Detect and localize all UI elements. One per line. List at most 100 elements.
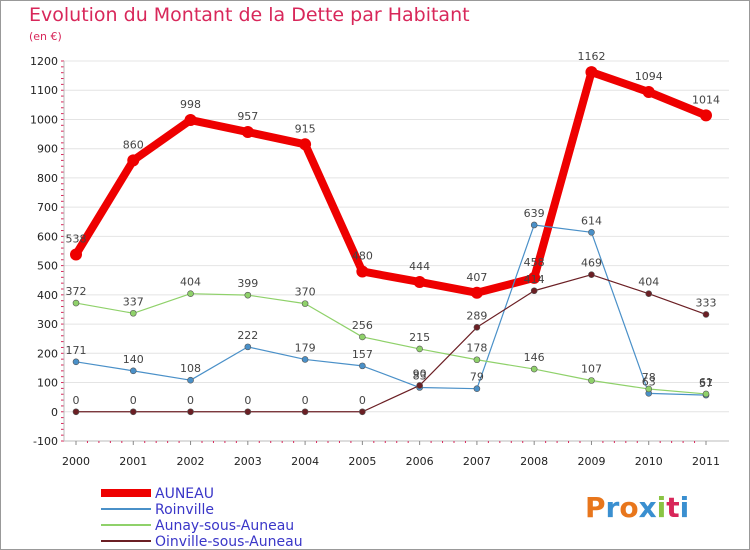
series-line-aunay-sous-auneau <box>75 293 707 395</box>
y-tick-label: 600 <box>37 230 58 243</box>
data-label: 407 <box>466 271 487 284</box>
data-point <box>187 290 194 297</box>
data-point <box>416 382 423 389</box>
data-label: 404 <box>638 276 659 289</box>
data-point <box>588 377 595 384</box>
y-tick-label: 400 <box>37 289 58 302</box>
data-label: 171 <box>66 344 87 357</box>
y-tick-label: 0 <box>51 406 58 419</box>
data-label: 337 <box>123 295 144 308</box>
data-point <box>72 408 80 416</box>
data-point <box>645 385 653 393</box>
x-tick-label: 2007 <box>463 455 491 468</box>
data-point <box>244 343 252 351</box>
data-point <box>72 358 80 366</box>
data-label: 179 <box>295 341 316 354</box>
x-tick-label: 2010 <box>635 455 663 468</box>
y-tick-label: 1100 <box>30 84 58 97</box>
data-point <box>585 66 598 79</box>
data-label: 90 <box>413 367 427 380</box>
data-label: 61 <box>699 376 713 389</box>
data-label: 957 <box>237 110 258 123</box>
data-label: 414 <box>524 273 545 286</box>
data-label: 639 <box>524 207 545 220</box>
x-tick-label: 2009 <box>577 455 605 468</box>
data-point <box>301 356 309 363</box>
y-tick-label: 300 <box>37 318 58 331</box>
data-label: 1014 <box>692 93 720 106</box>
data-point <box>129 367 137 375</box>
data-label: 399 <box>237 277 258 290</box>
data-label: 333 <box>696 296 717 309</box>
data-label: 222 <box>237 329 258 342</box>
data-point <box>528 271 541 284</box>
data-label: 215 <box>409 331 430 344</box>
x-tick-label: 2001 <box>119 455 147 468</box>
data-point <box>530 287 538 295</box>
y-tick-label: 200 <box>37 347 58 360</box>
data-point <box>301 300 309 307</box>
data-label: 0 <box>130 394 137 407</box>
data-label: 538 <box>66 233 87 246</box>
data-point <box>127 154 140 167</box>
logo-letter: P <box>585 491 606 524</box>
data-point <box>473 385 481 392</box>
y-tick-label: 900 <box>37 143 58 156</box>
data-point <box>530 365 538 373</box>
data-label: 289 <box>466 309 487 322</box>
x-tick-label: 2005 <box>348 455 376 468</box>
data-label: 256 <box>352 319 373 332</box>
data-point <box>642 85 655 98</box>
y-tick-label: 500 <box>37 260 58 273</box>
data-label: 79 <box>470 371 484 384</box>
data-label: 0 <box>187 394 194 407</box>
logo-letter: x <box>638 491 657 524</box>
data-label: 444 <box>409 260 430 273</box>
data-label: 480 <box>352 249 373 262</box>
logo-letter: o <box>619 491 639 524</box>
legend-label: Roinville <box>155 502 214 518</box>
y-tick-label: 1000 <box>30 113 58 126</box>
data-label: 83 <box>413 370 427 383</box>
logo-letter: t <box>666 491 680 524</box>
data-point <box>244 408 252 416</box>
data-point <box>702 311 710 318</box>
data-point <box>299 138 312 151</box>
legend-label: AUNEAU <box>155 486 214 502</box>
data-point <box>70 248 82 261</box>
legend-label: Oinville-sous-Auneau <box>155 534 303 549</box>
y-tick-label: 1200 <box>30 55 58 68</box>
data-point <box>184 114 197 127</box>
logo-letter: i <box>679 491 690 524</box>
plot-area <box>64 61 729 441</box>
x-tick-label: 2004 <box>291 455 319 468</box>
data-point <box>473 323 481 331</box>
data-label: 998 <box>180 98 201 111</box>
y-tick-label: 700 <box>37 201 58 214</box>
data-point <box>356 265 369 278</box>
x-tick-label: 2011 <box>692 455 720 468</box>
x-tick-label: 2003 <box>234 455 262 468</box>
legend-label: Aunay-sous-Auneau <box>155 518 294 534</box>
data-label: 146 <box>524 351 545 364</box>
data-point <box>241 126 254 139</box>
data-label: 78 <box>642 371 656 384</box>
data-point <box>72 299 80 307</box>
data-label: 0 <box>244 394 251 407</box>
data-point <box>700 109 712 122</box>
data-point <box>359 362 366 370</box>
data-label: 404 <box>180 276 201 289</box>
logo-letter: i <box>656 491 667 524</box>
data-label: 1094 <box>635 70 663 83</box>
data-label: 372 <box>66 285 87 298</box>
data-label: 157 <box>352 348 373 361</box>
data-label: 57 <box>699 377 713 390</box>
data-point <box>187 376 194 384</box>
x-tick-label: 2000 <box>62 455 90 468</box>
data-point <box>645 290 653 297</box>
data-label: 915 <box>295 122 316 135</box>
data-label: 0 <box>73 394 80 407</box>
data-label: 178 <box>466 342 487 355</box>
data-point <box>530 221 538 229</box>
